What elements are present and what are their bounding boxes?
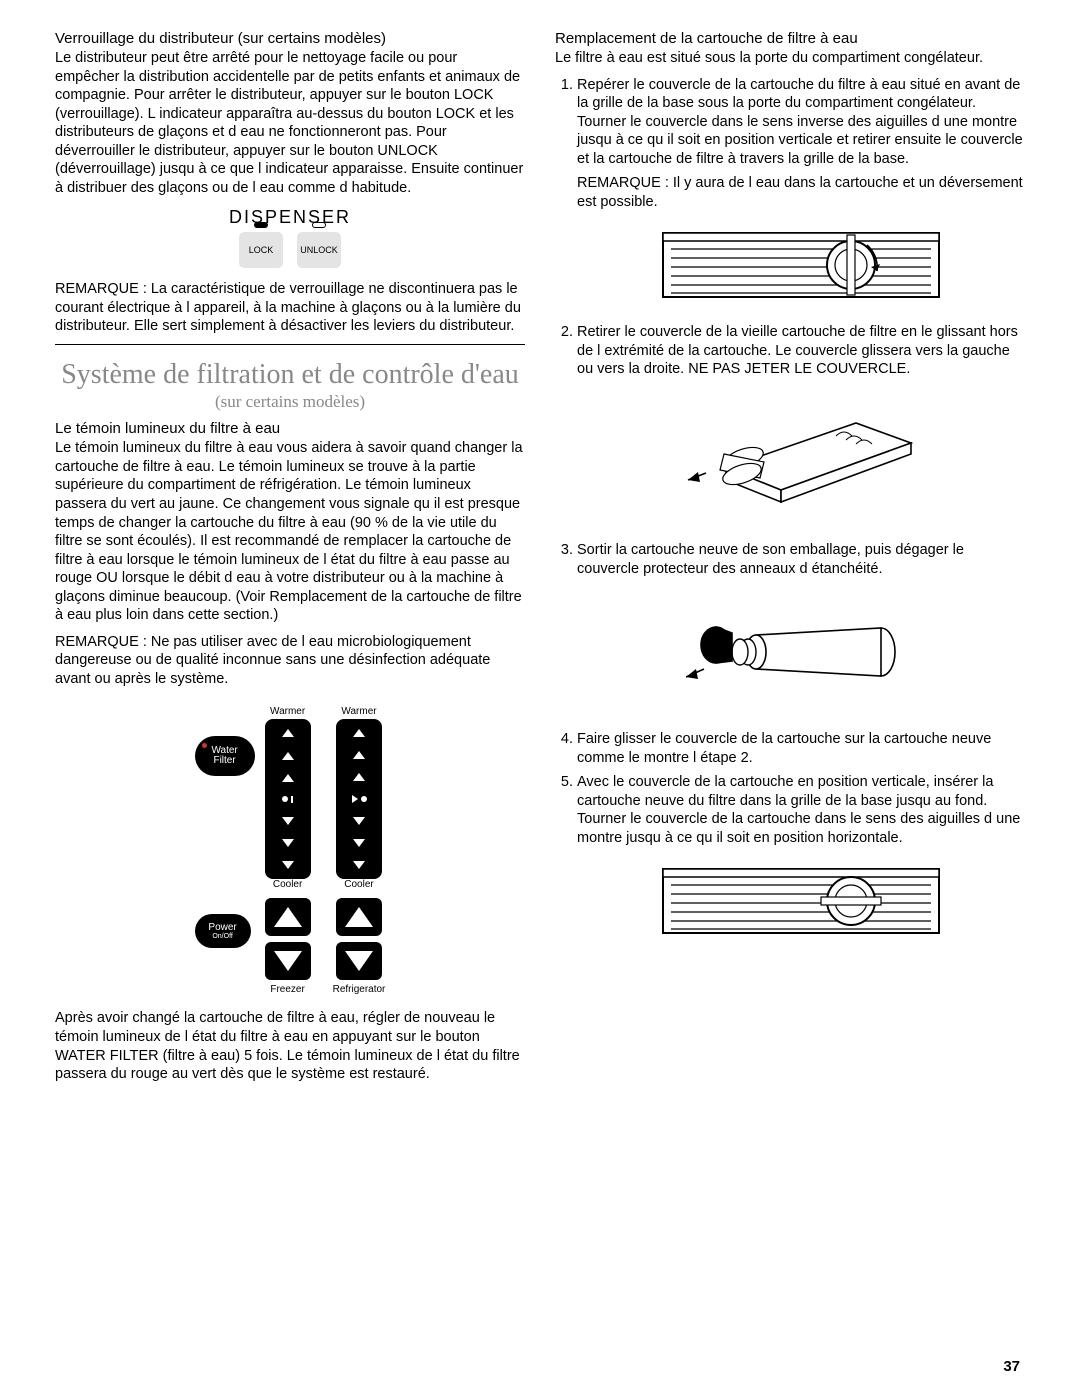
- filter-note: REMARQUE : Ne pas utiliser avec de l eau…: [55, 633, 525, 689]
- replacement-steps: Repérer le couvercle de la cartouche du …: [555, 76, 1025, 942]
- step-1-note: REMARQUE : Il y aura de l eau dans la ca…: [577, 174, 1025, 211]
- step-2-text: Retirer le couvercle de la vieille carto…: [577, 324, 1018, 377]
- lock-button-graphic: LOCK: [239, 232, 283, 268]
- step-4-text: Faire glisser le couvercle de la cartouc…: [577, 731, 991, 766]
- unlock-button-graphic: UNLOCK: [297, 232, 341, 268]
- warmer-label-1: Warmer: [270, 706, 305, 717]
- filter-body: Le témoin lumineux du filtre à eau vous …: [55, 439, 525, 624]
- step-3: Sortir la cartouche neuve de son emballa…: [577, 541, 1025, 712]
- replacement-heading: Remplacement de la cartouche de filtre à…: [555, 30, 1025, 47]
- power-button-graphic: Power On/Off: [195, 914, 251, 948]
- section-subtitle: (sur certains modèles): [55, 392, 525, 412]
- water-filter-label2: Filter: [213, 756, 235, 767]
- freezer-up-button: [265, 898, 311, 936]
- step-5-text: Avec le couvercle de la cartouche en pos…: [577, 774, 1020, 846]
- unlock-btn-label: UNLOCK: [300, 245, 338, 255]
- onoff-label: On/Off: [212, 933, 233, 940]
- step-4: Faire glisser le couvercle de la cartouc…: [577, 730, 1025, 767]
- lock-btn-label: LOCK: [249, 245, 274, 255]
- fridge-up-button: [336, 898, 382, 936]
- grille-figure-1: [577, 225, 1025, 305]
- lock-body: Le distributeur peut être arrêté pour le…: [55, 49, 525, 197]
- dispenser-figure: DISPENSER LOCK UNLOCK: [55, 207, 525, 268]
- section-title: Système de filtration et de contrôle d'e…: [55, 359, 525, 390]
- water-filter-button-graphic: Water Filter: [195, 736, 255, 776]
- dispenser-label: DISPENSER: [55, 207, 525, 228]
- freezer-down-button: [265, 942, 311, 980]
- cooler-label-2: Cooler: [344, 879, 373, 890]
- page-number: 37: [1003, 1358, 1020, 1375]
- step-2: Retirer le couvercle de la vieille carto…: [577, 323, 1025, 523]
- lock-note: REMARQUE : La caractéristique de verroui…: [55, 280, 525, 336]
- power-label: Power: [208, 923, 236, 934]
- fridge-down-button: [336, 942, 382, 980]
- cartridge-new-figure: [577, 592, 1025, 712]
- after-change-text: Après avoir changé la cartouche de filtr…: [55, 1009, 525, 1083]
- refrigerator-column: Warmer Cooler Refrigerator: [333, 706, 386, 995]
- lock-heading: Verrouillage du distributeur (sur certai…: [55, 30, 525, 47]
- freezer-label: Freezer: [270, 984, 304, 995]
- step-3-text: Sortir la cartouche neuve de son emballa…: [577, 542, 964, 577]
- control-panel-figure: Water Filter Power On/Off Warmer: [55, 706, 525, 995]
- warmer-label-2: Warmer: [341, 706, 376, 717]
- replacement-intro: Le filtre à eau est situé sous la porte …: [555, 49, 1025, 68]
- freezer-column: Warmer Cooler Freezer: [265, 706, 311, 995]
- step-1: Repérer le couvercle de la cartouche du …: [577, 76, 1025, 306]
- cartridge-cover-figure: [577, 393, 1025, 523]
- section-divider: [55, 344, 525, 345]
- filter-heading: Le témoin lumineux du filtre à eau: [55, 420, 525, 437]
- step-1-text: Repérer le couvercle de la cartouche du …: [577, 77, 1023, 167]
- cooler-label-1: Cooler: [273, 879, 302, 890]
- refrigerator-label: Refrigerator: [333, 984, 386, 995]
- step-5: Avec le couvercle de la cartouche en pos…: [577, 773, 1025, 941]
- grille-figure-2: [577, 861, 1025, 941]
